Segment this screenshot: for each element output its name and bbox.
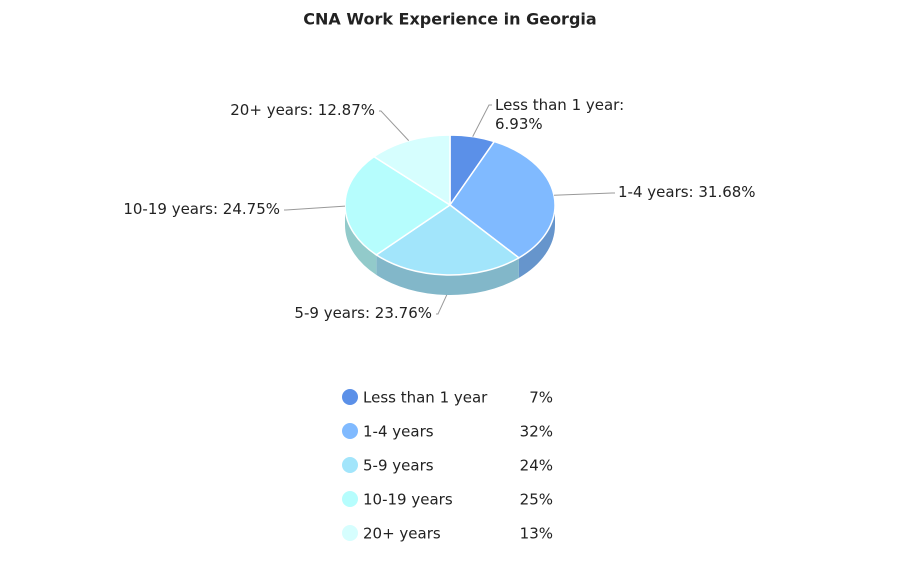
leader-line: [379, 110, 410, 141]
legend-marker: [342, 389, 358, 405]
legend-label: 10-19 years: [363, 491, 453, 509]
legend-value: 24%: [520, 457, 553, 475]
leader-line: [553, 192, 615, 196]
legend-label: 1-4 years: [363, 423, 434, 441]
legend-marker: [342, 491, 358, 507]
legend-value: 7%: [529, 389, 553, 407]
legend-marker: [342, 525, 358, 541]
data-label: 5-9 years: 23.76%: [294, 304, 432, 322]
slice-side: [376, 254, 519, 296]
legend-marker: [342, 457, 358, 473]
legend-label: 5-9 years: [363, 457, 434, 475]
legend-label: 20+ years: [363, 525, 441, 543]
legend-marker: [342, 423, 358, 439]
chart-title: CNA Work Experience in Georgia: [303, 10, 596, 29]
slice: [374, 204, 521, 276]
legend-label: Less than 1 year: [363, 389, 488, 407]
legend-value: 25%: [520, 491, 553, 509]
leader-line: [284, 205, 346, 211]
data-label: 10-19 years: 24.75%: [123, 200, 280, 218]
slice-side: [518, 205, 555, 278]
legend-value: 13%: [520, 525, 553, 543]
leader-line: [436, 294, 448, 315]
data-label: Less than 1 year: 6.93%: [495, 96, 625, 133]
legend-value: 32%: [520, 423, 553, 441]
slice: [372, 134, 451, 207]
data-label: 1-4 years: 31.68%: [618, 183, 756, 201]
data-label: 20+ years: 12.87%: [230, 101, 375, 119]
leader-line: [472, 104, 492, 137]
slice-side: [345, 205, 377, 275]
slice: [448, 140, 556, 259]
